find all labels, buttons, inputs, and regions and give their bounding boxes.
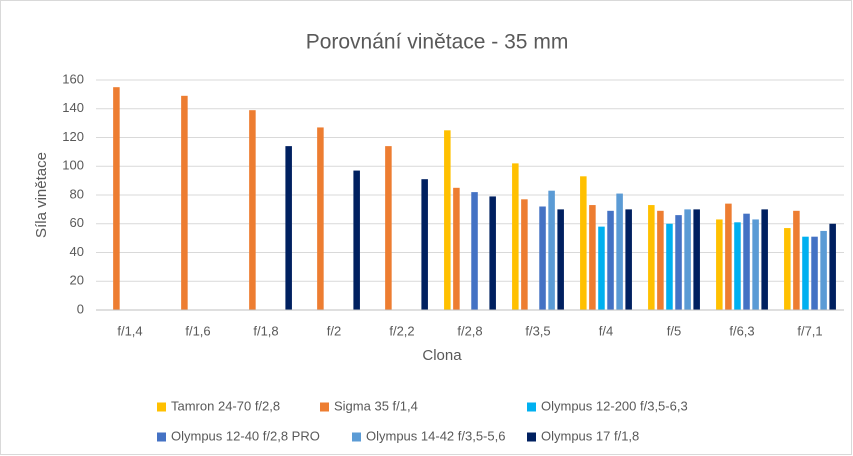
- bar: [725, 203, 732, 310]
- bar: [657, 210, 664, 310]
- bar: [648, 205, 655, 310]
- bar: [421, 179, 428, 310]
- bar: [607, 210, 614, 310]
- bar: [444, 130, 451, 310]
- bar: [716, 219, 723, 310]
- legend-label: Tamron 24-70 f/2,8: [171, 398, 280, 413]
- legend-label: Olympus 14-42 f/3,5-5,6: [366, 428, 505, 443]
- legend-swatch: [157, 402, 166, 412]
- bar: [471, 192, 478, 310]
- y-tick-label: 80: [70, 186, 84, 201]
- x-tick-label: f/2,2: [389, 323, 414, 338]
- bar: [829, 223, 836, 310]
- bar: [666, 223, 673, 310]
- bar: [385, 146, 392, 310]
- bar: [548, 190, 555, 310]
- bar: [752, 219, 759, 310]
- x-tick-label: f/6,3: [729, 323, 754, 338]
- x-tick-label: f/2,8: [457, 323, 482, 338]
- bar: [820, 230, 827, 310]
- y-tick-label: 120: [62, 129, 84, 144]
- x-tick-label: f/2: [327, 323, 341, 338]
- bar: [285, 146, 292, 310]
- chart-title: Porovnání vinětace - 35 mm: [306, 31, 569, 54]
- bar: [598, 226, 605, 310]
- legend-swatch: [527, 402, 536, 412]
- bar: [625, 209, 632, 310]
- bar: [675, 215, 682, 310]
- bar: [616, 193, 623, 310]
- x-tick-label: f/7,1: [797, 323, 822, 338]
- x-tick-label: f/5: [667, 323, 681, 338]
- bar: [589, 205, 596, 310]
- y-tick-label: 100: [62, 158, 84, 173]
- legend-swatch: [157, 432, 166, 442]
- bar: [512, 163, 519, 310]
- y-tick-label: 160: [62, 71, 84, 86]
- x-tick-label: f/3,5: [525, 323, 550, 338]
- bar: [793, 210, 800, 310]
- bar: [784, 228, 791, 310]
- bar: [521, 199, 528, 310]
- x-tick-label: f/1,6: [185, 323, 210, 338]
- legend-label: Olympus 12-40 f/2,8 PRO: [171, 428, 320, 443]
- bar: [249, 110, 256, 310]
- x-axis-label: Clona: [422, 347, 462, 364]
- y-tick-label: 60: [70, 215, 84, 230]
- legend-label: Olympus 17 f/1,8: [541, 428, 639, 443]
- legend-swatch: [320, 402, 329, 412]
- bar: [761, 209, 768, 310]
- y-tick-label: 40: [70, 244, 84, 259]
- x-tick-label: f/1,4: [117, 323, 142, 338]
- bar: [353, 170, 360, 310]
- bar: [113, 87, 120, 310]
- legend-label: Sigma 35 f/1,4: [334, 398, 418, 413]
- bar: [734, 222, 741, 310]
- legend-swatch: [352, 432, 361, 442]
- x-tick-label: f/1,8: [253, 323, 278, 338]
- bar: [743, 213, 750, 310]
- bar: [181, 95, 188, 310]
- bar: [693, 209, 700, 310]
- y-tick-label: 0: [77, 301, 84, 316]
- bar: [802, 236, 809, 310]
- x-tick-label: f/4: [599, 323, 613, 338]
- legend-label: Olympus 12-200 f/3,5-6,3: [541, 398, 688, 413]
- bar: [580, 176, 587, 310]
- y-axis-label: Síla vinětace: [33, 152, 50, 238]
- bar: [489, 196, 496, 310]
- bar: [317, 127, 324, 310]
- y-tick-label: 140: [62, 100, 84, 115]
- bar: [811, 236, 818, 310]
- bar: [453, 187, 460, 310]
- y-tick-label: 20: [70, 273, 84, 288]
- bar: [684, 209, 691, 310]
- bar: [557, 209, 564, 310]
- bar: [539, 206, 546, 310]
- legend-swatch: [527, 432, 536, 442]
